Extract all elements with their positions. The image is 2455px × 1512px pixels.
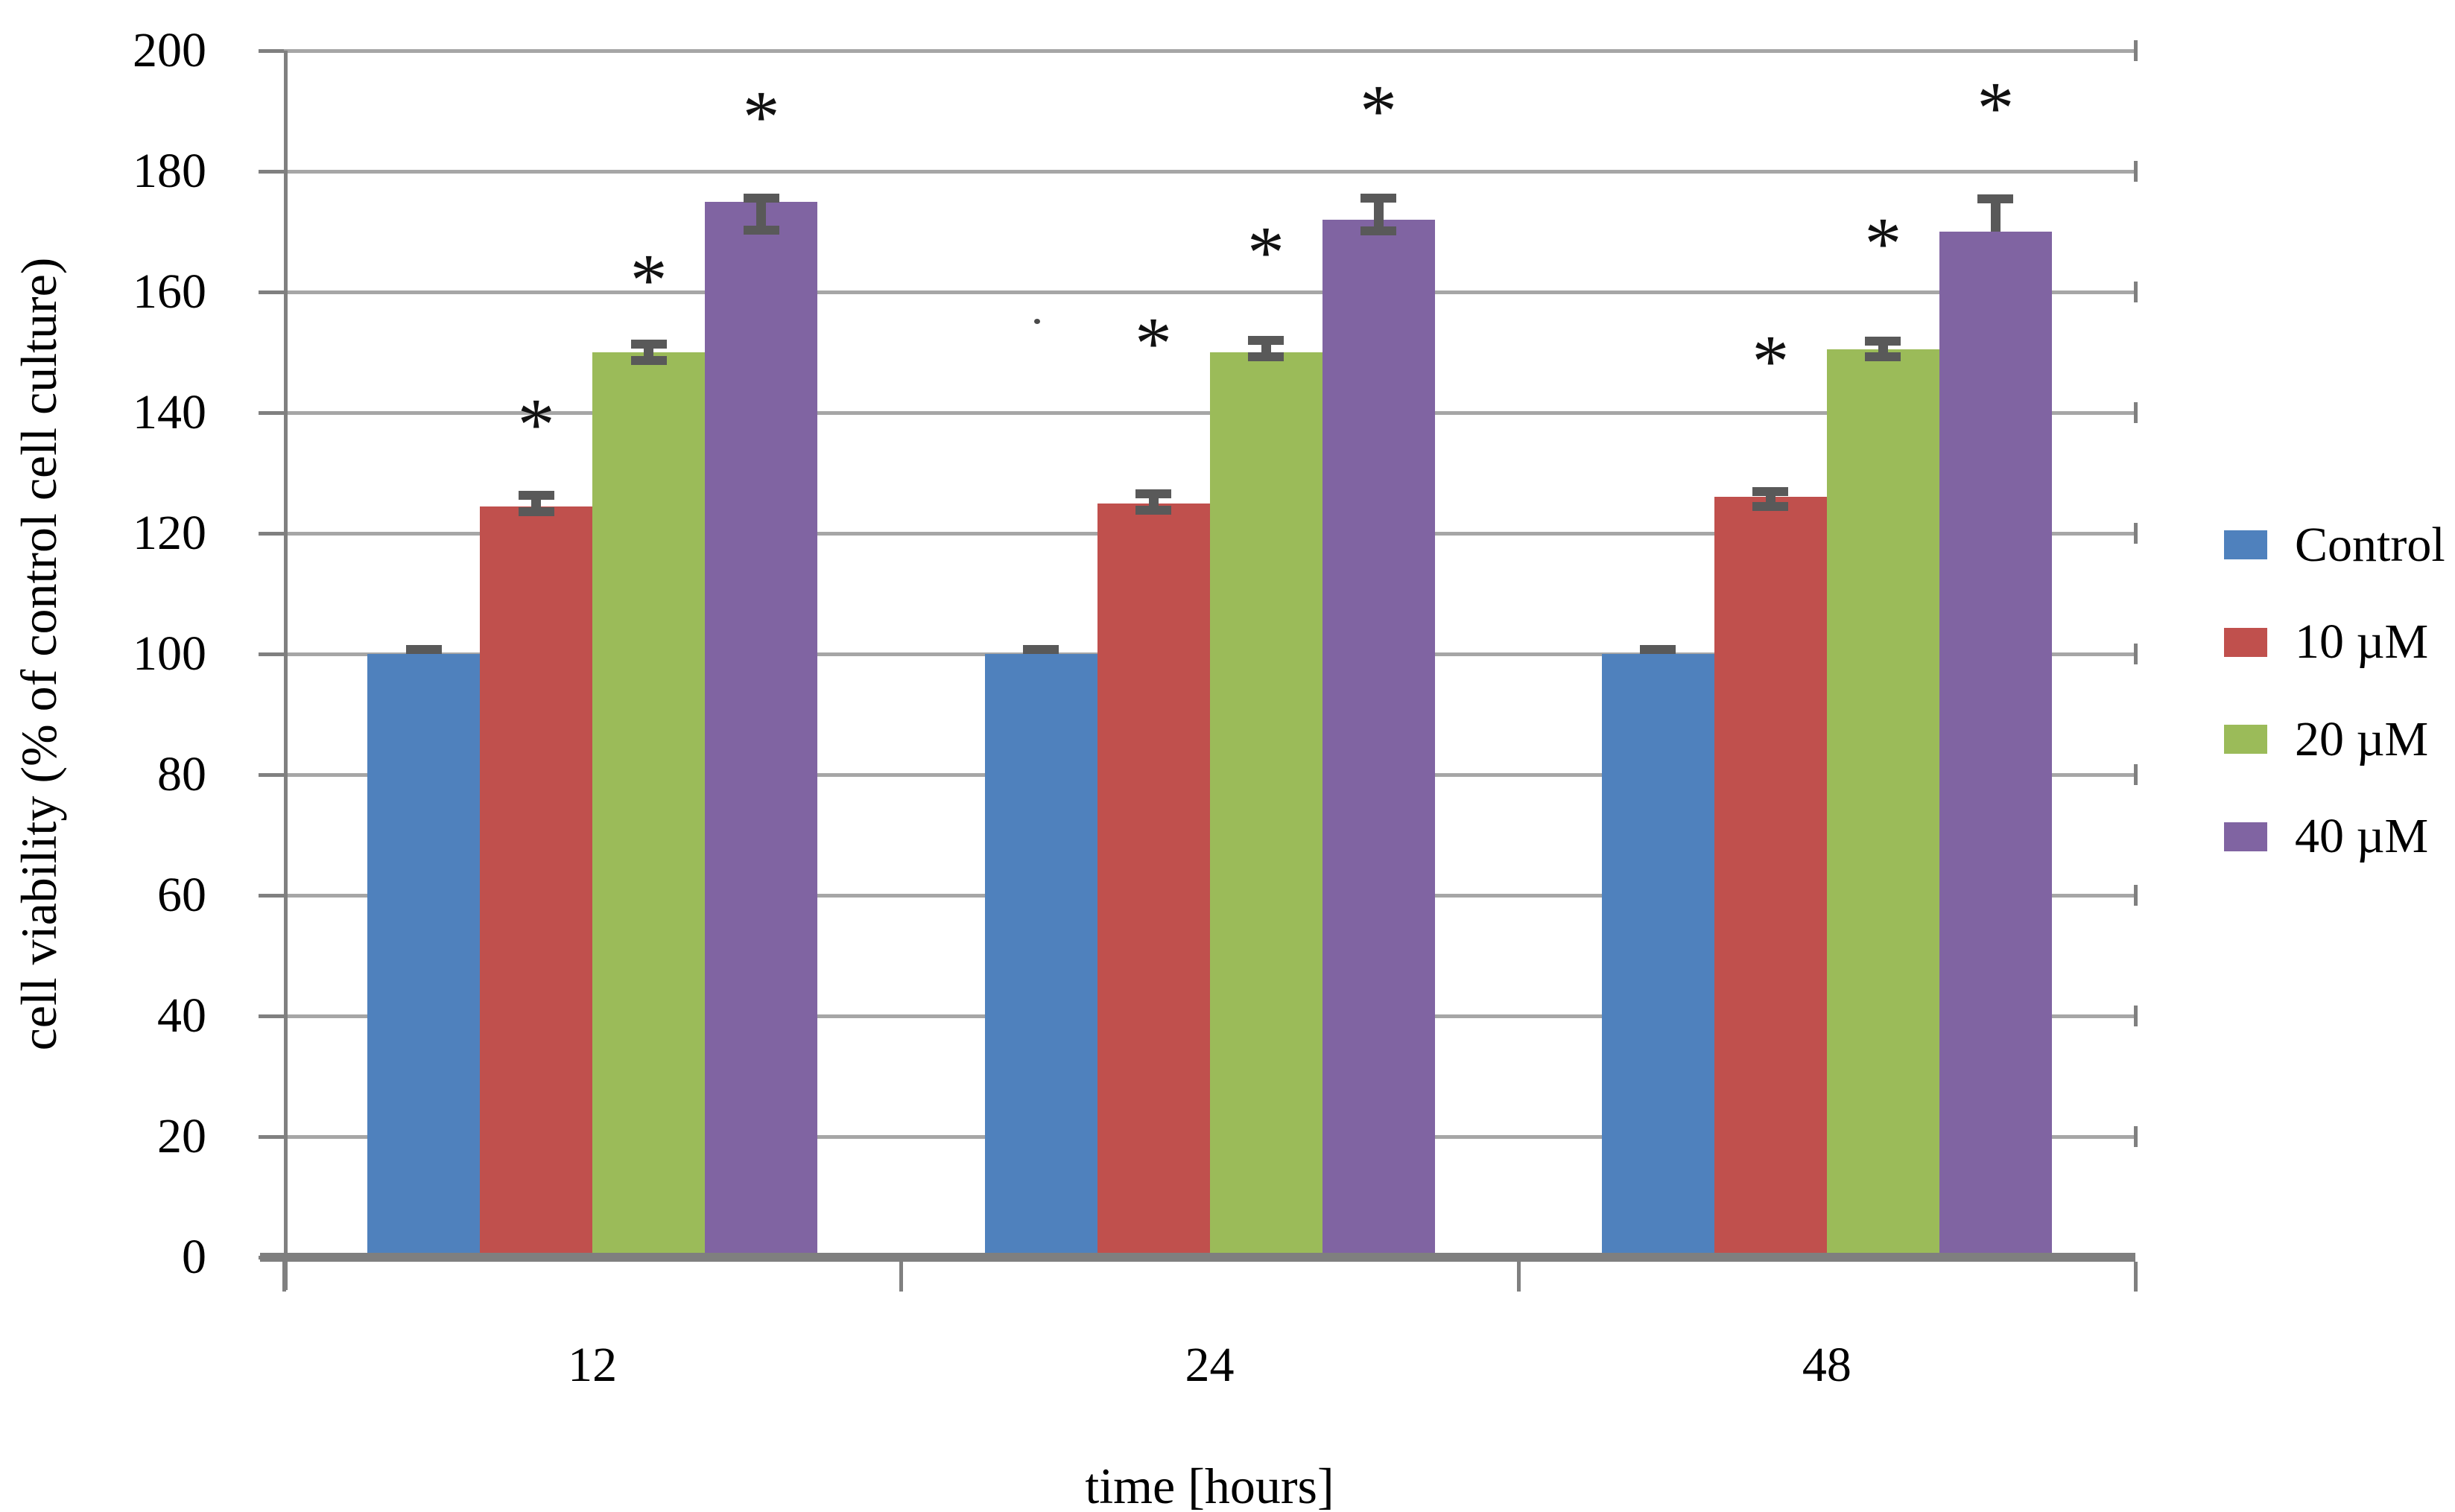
- error-bar-cap-top: [1752, 487, 1789, 497]
- y-tick-label-80: 80: [157, 747, 206, 801]
- error-bar-cap-bottom: [1752, 501, 1789, 511]
- bar-40µM-24h: [1322, 219, 1435, 1257]
- y-axis-tick-200: [259, 49, 284, 53]
- legend-swatch-10µM: [2224, 627, 2267, 657]
- error-bar-cap-bottom: [1135, 506, 1171, 515]
- x-category-label-12: 12: [568, 1338, 618, 1392]
- y-axis-tick-160: [259, 290, 284, 294]
- significance-asterisk: *: [1135, 301, 1172, 384]
- y-axis-tick-40: [259, 1014, 284, 1018]
- bar-20µM-48h: [1826, 349, 1939, 1257]
- significance-asterisk: *: [1247, 211, 1284, 294]
- bar-40µM-48h: [1939, 232, 2052, 1257]
- bar-Control-48h: [1601, 654, 1714, 1257]
- y-axis-right-tick-120: [2134, 523, 2138, 544]
- gridline-200: [284, 49, 2135, 53]
- error-bar-cap-top: [630, 339, 667, 349]
- bar-40µM-12h: [705, 201, 818, 1257]
- error-bar-cap-bottom: [1865, 352, 1901, 361]
- legend-label-10µM: 10 µM: [2295, 614, 2429, 669]
- error-bar-cap-top: [518, 490, 554, 500]
- y-tick-label-100: 100: [133, 626, 206, 681]
- y-tick-label-40: 40: [157, 988, 206, 1043]
- y-axis-tick-120: [259, 532, 284, 536]
- y-axis-tick-60: [259, 894, 284, 898]
- y-axis-right-tick-60: [2134, 885, 2138, 906]
- error-bar-cap-top: [1248, 335, 1284, 345]
- legend-swatch-Control: [2224, 530, 2267, 559]
- significance-asterisk: *: [742, 74, 780, 158]
- y-axis-tick-180: [259, 170, 284, 174]
- y-tick-label-60: 60: [157, 868, 206, 922]
- legend-label-40µM: 40 µM: [2295, 809, 2429, 863]
- y-axis-right-tick-80: [2134, 764, 2138, 785]
- bar-20µM-24h: [1209, 352, 1322, 1257]
- error-bar-cap-bottom: [743, 226, 779, 235]
- y-axis-tick-140: [259, 411, 284, 415]
- bar-Control-12h: [367, 654, 481, 1257]
- bar-10µM-24h: [1097, 503, 1210, 1257]
- x-axis-baseline: [260, 1253, 2135, 1262]
- x-category-label-24: 24: [1185, 1338, 1235, 1392]
- error-bar-cap-top: [1360, 193, 1396, 203]
- y-axis-right-tick-20: [2134, 1126, 2138, 1147]
- significance-asterisk: *: [517, 382, 555, 466]
- y-tick-label-200: 200: [133, 23, 206, 77]
- x-axis-boundary-tick-3: [2134, 1262, 2138, 1292]
- y-axis-tick-80: [259, 773, 284, 777]
- x-category-label-48: 48: [1802, 1338, 1851, 1392]
- x-axis-boundary-tick-1: [899, 1262, 904, 1292]
- significance-asterisk: *: [1977, 66, 2015, 149]
- error-bar-cap-top: [405, 644, 442, 654]
- legend-swatch-20µM: [2224, 725, 2267, 754]
- significance-asterisk: *: [1864, 201, 1902, 285]
- bar-Control-24h: [984, 654, 1097, 1257]
- y-tick-label-160: 160: [133, 264, 206, 319]
- x-axis-title: time [hours]: [1085, 1458, 1334, 1512]
- legend-label-20µM: 20 µM: [2295, 711, 2429, 766]
- error-bar-stem: [1373, 197, 1384, 232]
- significance-asterisk: *: [1752, 319, 1790, 402]
- y-axis-right-tick-160: [2134, 282, 2138, 302]
- speck-artifact: [1034, 319, 1040, 324]
- error-bar-cap-top: [1023, 644, 1059, 654]
- error-bar-cap-top: [1977, 194, 2014, 204]
- y-axis-tick-20: [259, 1135, 284, 1139]
- error-bar-cap-top: [1640, 644, 1676, 654]
- y-tick-label-180: 180: [133, 144, 206, 198]
- y-axis-tick-100: [259, 652, 284, 656]
- y-tick-label-20: 20: [157, 1109, 206, 1163]
- y-axis-right-tick-140: [2134, 402, 2138, 423]
- error-bar-cap-bottom: [518, 506, 554, 516]
- error-bar-cap-top: [1135, 489, 1171, 498]
- legend-label-Control: Control: [2295, 517, 2445, 572]
- y-tick-label-120: 120: [133, 506, 206, 560]
- bar-20µM-12h: [592, 352, 706, 1257]
- error-bar-cap-bottom: [630, 356, 667, 366]
- y-axis-line: [284, 51, 288, 1290]
- error-bar-cap-top: [743, 193, 779, 203]
- x-axis-boundary-tick-0: [282, 1262, 286, 1292]
- y-axis-right-tick-200: [2134, 40, 2138, 61]
- error-bar-cap-top: [1865, 337, 1901, 346]
- error-bar-stem: [756, 197, 767, 231]
- significance-asterisk: *: [630, 238, 668, 321]
- x-axis-boundary-tick-2: [1516, 1262, 1521, 1292]
- bar-10µM-48h: [1714, 497, 1827, 1257]
- gridline-160: [284, 290, 2135, 294]
- error-bar-stem: [1990, 199, 2001, 232]
- error-bar-cap-bottom: [1248, 352, 1284, 361]
- error-bar-cap-bottom: [1360, 226, 1396, 236]
- legend-swatch-40µM: [2224, 822, 2267, 851]
- y-axis-right-tick-100: [2134, 644, 2138, 664]
- y-axis-right-tick-180: [2134, 161, 2138, 182]
- y-tick-label-140: 140: [133, 385, 206, 439]
- y-tick-label-0: 0: [182, 1230, 206, 1284]
- significance-asterisk: *: [1360, 69, 1397, 152]
- y-axis-right-tick-40: [2134, 1006, 2138, 1026]
- gridline-180: [284, 170, 2135, 174]
- bar-10µM-12h: [480, 506, 593, 1257]
